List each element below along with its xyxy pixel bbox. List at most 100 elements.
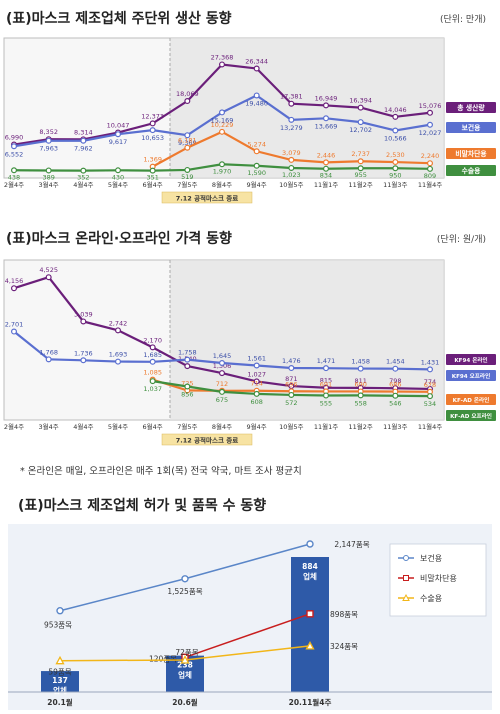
data-point xyxy=(253,378,260,385)
legend-marker xyxy=(403,555,409,561)
data-label: 13,669 xyxy=(315,122,338,130)
data-label: 12,702 xyxy=(349,126,372,134)
data-point xyxy=(253,65,260,72)
data-label: 686 xyxy=(389,381,401,389)
x-tick-label: 6월4주 xyxy=(143,180,163,189)
data-label: 13,279 xyxy=(280,124,303,132)
x-tick-label: 10월5주 xyxy=(279,422,303,431)
data-label: 27,368 xyxy=(211,53,234,61)
data-label: 572 xyxy=(285,399,297,407)
data-label: 1,736 xyxy=(74,349,93,357)
data-label: 714 xyxy=(250,380,262,388)
data-point xyxy=(11,167,18,174)
legend-label: KF94 오프라인 xyxy=(452,372,490,380)
x-tick-label: 6월4주 xyxy=(143,422,163,431)
data-label: 1,369 xyxy=(143,156,162,164)
data-point xyxy=(288,391,295,398)
data-label: 519 xyxy=(181,173,193,181)
data-point xyxy=(184,166,191,173)
data-label: 2,147품목 xyxy=(334,540,369,549)
x-tick-label: 2월4주 xyxy=(4,180,24,189)
data-label: 9,369 xyxy=(178,139,197,147)
data-point xyxy=(357,104,364,111)
data-label: 1,471 xyxy=(317,357,336,365)
data-label: 955 xyxy=(354,171,366,179)
data-point xyxy=(357,119,364,126)
data-point xyxy=(323,102,330,109)
data-point xyxy=(11,285,18,292)
data-label: 3,039 xyxy=(74,310,93,318)
data-point xyxy=(45,137,52,144)
data-label: 811 xyxy=(354,377,366,385)
data-label: 815 xyxy=(320,377,332,385)
footnote: * 온라인은 매일, 오프라인은 매주 1회(목) 전국 약국, 마트 조사 평… xyxy=(20,466,302,477)
data-label: 1,758 xyxy=(178,349,197,357)
data-label: 2,170 xyxy=(143,336,162,344)
x-tick-label: 2월4주 xyxy=(4,422,24,431)
data-label: 871 xyxy=(285,375,297,383)
data-point xyxy=(11,143,18,150)
x-tick-label: 3월4주 xyxy=(39,180,59,189)
data-point xyxy=(323,365,330,372)
data-point xyxy=(149,378,156,385)
data-point xyxy=(288,100,295,107)
data-point xyxy=(180,655,190,664)
data-label: 389 xyxy=(42,173,54,181)
data-label: 1,027 xyxy=(247,370,266,378)
data-label: 712 xyxy=(216,380,228,388)
data-point xyxy=(357,158,364,165)
post-public-mask-shade xyxy=(170,260,444,420)
data-label: 10,566 xyxy=(384,134,407,142)
data-label: 1,590 xyxy=(247,169,266,177)
data-label: 6,552 xyxy=(5,150,24,158)
data-point xyxy=(184,144,191,151)
data-point xyxy=(427,366,434,373)
data-label: 809 xyxy=(424,172,436,180)
data-point xyxy=(323,159,330,166)
data-label: 546 xyxy=(389,400,401,408)
legend-marker xyxy=(403,575,409,581)
legend-badge xyxy=(446,148,496,159)
data-point xyxy=(184,132,191,139)
x-tick-label: 20.11월4주 xyxy=(289,697,332,707)
data-label: 8,314 xyxy=(74,128,93,136)
data-label: 15,169 xyxy=(211,116,234,124)
legend-label: 총 생산량 xyxy=(457,103,485,112)
x-tick-label: 11월2주 xyxy=(348,180,372,189)
bar-unit-label: 업체 xyxy=(178,670,192,680)
data-point xyxy=(427,121,434,128)
bar-value-label: 137 xyxy=(52,676,68,685)
x-tick-label: 8월4주 xyxy=(212,180,232,189)
data-point xyxy=(392,392,399,399)
post-public-mask-shade xyxy=(170,38,444,178)
data-label: 351 xyxy=(146,174,158,182)
data-label: 26,344 xyxy=(245,58,268,66)
data-point xyxy=(149,120,156,127)
data-label: 1,693 xyxy=(109,351,128,359)
x-tick-label: 11월1주 xyxy=(314,180,338,189)
data-point xyxy=(45,356,52,363)
data-label: 856 xyxy=(181,391,193,399)
data-point xyxy=(80,318,87,325)
legend-badge xyxy=(446,410,496,421)
data-label: 953품목 xyxy=(44,621,72,630)
data-point xyxy=(149,344,156,351)
data-label: 19,480 xyxy=(245,99,268,107)
x-tick-label: 11월3주 xyxy=(383,180,407,189)
bar xyxy=(291,557,329,692)
legend-label: 보건용 xyxy=(462,123,482,132)
data-point xyxy=(181,575,189,583)
x-tick-label: 7월5주 xyxy=(177,422,197,431)
data-point xyxy=(114,167,121,174)
data-point xyxy=(392,127,399,134)
data-label: 675 xyxy=(216,396,228,404)
data-point xyxy=(427,109,434,116)
data-label: 2,737 xyxy=(351,150,370,158)
data-label: 725 xyxy=(181,379,193,387)
data-label: 798 xyxy=(389,377,401,385)
data-point xyxy=(219,109,226,116)
bar-value-label: 884 xyxy=(302,562,318,571)
data-label: 1,085 xyxy=(143,369,162,377)
data-label: 17,381 xyxy=(280,93,303,101)
data-label: 10,229 xyxy=(211,121,234,129)
